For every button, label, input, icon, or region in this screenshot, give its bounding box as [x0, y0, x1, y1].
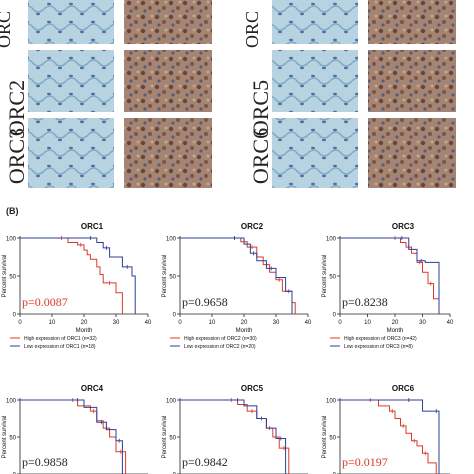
row-label-orc3: ORC3 [4, 128, 29, 184]
y-tick-label: 50 [9, 275, 16, 281]
ihc-image-r3-c2 [124, 118, 212, 188]
y-axis-label: Percent survival [322, 255, 328, 298]
x-tick-label: 30 [419, 320, 426, 326]
x-tick-label: 20 [392, 320, 399, 326]
ihc-image-r2-c3 [272, 50, 358, 112]
y-tick-label: 100 [6, 237, 17, 243]
p-value: p=0.9658 [182, 295, 228, 309]
x-tick-label: 0 [18, 320, 22, 326]
ihc-image-r1-c1 [28, 0, 114, 44]
p-value: p=0.8238 [342, 295, 388, 309]
y-tick-label: 50 [329, 275, 336, 281]
x-tick-label: 10 [364, 320, 371, 326]
y-tick-label: 50 [329, 436, 336, 442]
km-chart-orc1: ORC1 0 50 100 Percent survival 0 10 20 30 40 Month… [2, 222, 152, 350]
x-tick-label: 20 [241, 320, 248, 326]
x-tick-label: 10 [209, 320, 216, 326]
survival-curve-low [20, 237, 136, 314]
legend-entry: High expression of ORC2 (n=30) [184, 336, 257, 342]
x-tick-label: 40 [447, 320, 454, 326]
y-tick-label: 0 [333, 473, 337, 474]
km-chart-orc3: ORC3 0 50 100 Percent survival 0 10 20 30 40 Month… [322, 222, 454, 350]
p-value: p=0.9842 [182, 455, 228, 469]
ihc-image-r1-c2 [124, 0, 212, 44]
y-tick-label: 100 [326, 399, 337, 405]
p-value: p=0.9858 [22, 455, 68, 469]
y-tick-label: 0 [333, 313, 337, 319]
y-tick-label: 0 [13, 473, 17, 474]
chart-title: ORC2 [241, 222, 264, 231]
panel-a: ORC ORC ORC2 ORC5 ORC3 ORC6 [0, 0, 456, 188]
ihc-image-r3-c3 [272, 118, 358, 188]
y-tick-label: 100 [6, 399, 17, 405]
survival-curve-low [180, 237, 293, 314]
p-value: p=0.0087 [22, 295, 68, 309]
legend-entry: Low expression of ORC3 (n=8) [344, 344, 413, 350]
km-chart-orc2: ORC2 0 50 100 Percent survival 0 10 20 30 40 Month… [162, 222, 312, 350]
ihc-image-r1-c3 [272, 0, 358, 44]
x-tick-label: 10 [49, 320, 56, 326]
row-label-right-0-partial: ORC [242, 11, 262, 48]
row-label-orc2: ORC2 [4, 80, 29, 136]
y-tick-label: 0 [173, 313, 177, 319]
ihc-image-r2-c4 [368, 50, 456, 112]
x-tick-label: 0 [338, 320, 342, 326]
row-label-left-0-partial: ORC [0, 11, 14, 48]
y-axis-label: Percent survival [322, 416, 328, 459]
y-tick-label: 50 [169, 275, 176, 281]
y-tick-label: 0 [13, 313, 17, 319]
chart-title: ORC4 [81, 384, 104, 393]
survival-curve-low [340, 399, 440, 474]
y-tick-label: 0 [173, 473, 177, 474]
p-value: p=0.0197 [342, 455, 388, 469]
legend-entry: High expression of ORC3 (n=42) [344, 336, 417, 342]
panel-b-label: (B) [6, 206, 19, 216]
y-axis-label: Percent survival [2, 416, 8, 459]
row-label-orc6: ORC6 [248, 128, 273, 184]
ihc-image-r2-c2 [124, 50, 212, 112]
x-tick-label: 40 [305, 320, 312, 326]
y-axis-label: Percent survival [162, 255, 168, 298]
x-axis-label: Month [236, 328, 253, 334]
row-label-orc5: ORC5 [248, 80, 273, 136]
km-chart-orc4: ORC4 0 50 100 Percent survival p=0.9858 [2, 384, 148, 474]
ihc-image-r3-c1 [28, 118, 114, 188]
x-tick-label: 30 [273, 320, 280, 326]
km-chart-orc6: ORC6 0 50 100 Percent survival p=0.0197 [322, 384, 450, 474]
y-axis-label: Percent survival [2, 255, 8, 298]
km-chart-orc5: ORC5 0 50 100 Percent survival p=0.9842 [162, 384, 308, 474]
survival-curve-low [340, 237, 440, 314]
y-axis-label: Percent survival [162, 416, 168, 459]
legend-entry: Low expression of ORC1 (n=18) [24, 344, 96, 350]
chart-title: ORC5 [241, 384, 264, 393]
ihc-image-r2-c1 [28, 50, 114, 112]
legend-entry: High expression of ORC1 (n=32) [24, 336, 97, 342]
x-tick-label: 40 [145, 320, 152, 326]
survival-curve-high [20, 399, 127, 474]
x-tick-label: 0 [178, 320, 182, 326]
chart-title: ORC1 [81, 222, 104, 231]
ihc-image-r3-c4 [368, 118, 456, 188]
ihc-image-r1-c4 [368, 0, 456, 44]
x-axis-label: Month [387, 328, 404, 334]
chart-title: ORC3 [392, 222, 415, 231]
legend-entry: Low expression of ORC2 (n=20) [184, 344, 256, 350]
y-tick-label: 100 [166, 399, 177, 405]
chart-title: ORC6 [392, 384, 415, 393]
y-tick-label: 100 [166, 237, 177, 243]
x-tick-label: 20 [81, 320, 88, 326]
y-tick-label: 100 [326, 237, 337, 243]
y-tick-label: 50 [169, 436, 176, 442]
x-tick-label: 30 [113, 320, 120, 326]
y-tick-label: 50 [9, 436, 16, 442]
x-axis-label: Month [76, 328, 93, 334]
